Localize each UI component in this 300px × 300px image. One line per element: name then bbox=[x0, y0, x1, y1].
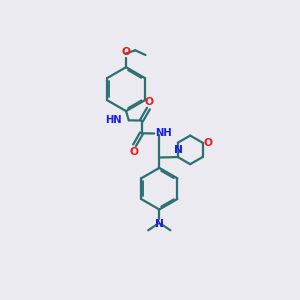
Text: N: N bbox=[174, 145, 182, 155]
Text: O: O bbox=[130, 147, 139, 157]
Text: NH: NH bbox=[155, 128, 172, 138]
Text: O: O bbox=[121, 47, 130, 57]
Text: O: O bbox=[144, 97, 153, 107]
Text: N: N bbox=[155, 219, 164, 229]
Text: HN: HN bbox=[105, 115, 122, 124]
Text: O: O bbox=[204, 138, 213, 148]
